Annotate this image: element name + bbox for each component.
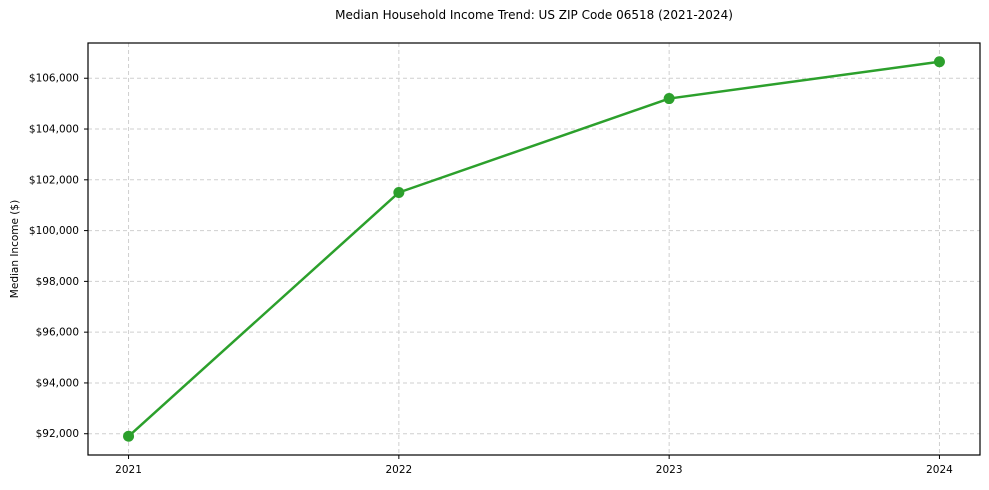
y-tick-label: $100,000 (29, 225, 79, 237)
data-point-marker (393, 187, 405, 199)
x-tick-label: 2021 (115, 464, 142, 476)
y-tick-label: $94,000 (36, 377, 79, 389)
data-point-marker (123, 430, 135, 442)
y-tick-label: $92,000 (36, 428, 79, 440)
y-tick-label: $102,000 (29, 174, 79, 186)
x-tick-label: 2023 (656, 464, 683, 476)
y-tick-label: $98,000 (36, 276, 79, 288)
y-tick-label: $104,000 (29, 124, 79, 136)
data-point-marker (933, 56, 945, 68)
data-point-marker (663, 93, 675, 105)
x-tick-label: 2024 (926, 464, 953, 476)
plot-frame (87, 42, 981, 456)
y-tick-label: $96,000 (36, 327, 79, 339)
chart-title: Median Household Income Trend: US ZIP Co… (335, 8, 733, 22)
x-tick-label: 2022 (385, 464, 412, 476)
trend-line (127, 60, 941, 438)
y-tick-label: $106,000 (29, 73, 79, 85)
